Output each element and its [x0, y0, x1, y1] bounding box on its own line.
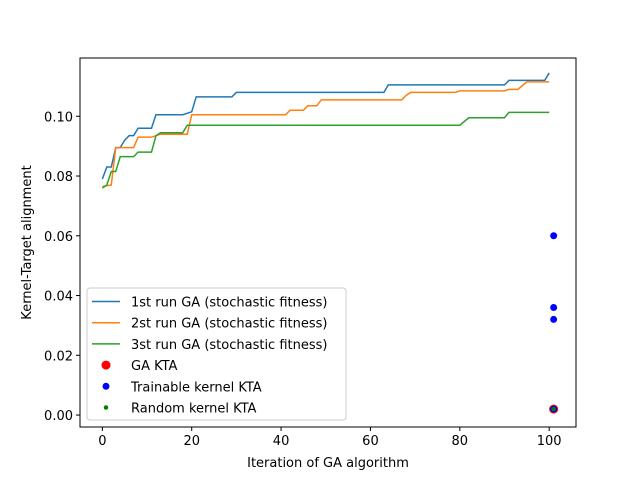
legend-label: 2st run GA (stochastic fitness) [131, 317, 327, 332]
x-tick-label: 20 [183, 434, 200, 449]
legend-label: Random kernel KTA [131, 402, 257, 417]
y-axis-label: Kernel-Target alignment [20, 165, 35, 319]
x-tick-label: 80 [452, 434, 469, 449]
x-tick-label: 60 [362, 434, 379, 449]
legend-label: 3st run GA (stochastic fitness) [131, 338, 327, 353]
y-tick-label: 0.10 [44, 110, 73, 125]
x-axis-ticks: 0 20 40 60 80 100 [98, 427, 562, 449]
y-tick-label: 0.08 [44, 170, 73, 185]
y-tick-label: 0.02 [44, 349, 73, 364]
legend-label: Trainable kernel KTA [130, 380, 262, 395]
series-line-3 [101, 111, 550, 189]
y-tick-label: 0.00 [44, 409, 73, 424]
x-tick-label: 40 [273, 434, 290, 449]
legend-marker-swatch [101, 360, 111, 370]
legend-box [86, 287, 347, 421]
series-line-2 [102, 81, 550, 188]
plot-area [101, 72, 559, 414]
legend-marker-swatch [103, 405, 109, 410]
scatter-point-2-3 [550, 315, 558, 323]
y-tick-label: 0.06 [44, 230, 73, 245]
y-axis-ticks: 0.00 0.02 0.04 0.06 0.08 0.10 [44, 110, 80, 424]
legend-marker-swatch [102, 382, 110, 390]
legend-label: 1st run GA (stochastic fitness) [131, 296, 327, 311]
scatter-point-3-1 [551, 406, 556, 412]
x-tick-label: 0 [98, 434, 106, 449]
scatter-point-2-1 [550, 232, 558, 240]
axes-frame [79, 57, 577, 428]
x-axis-label: Iteration of GA algorithm [247, 456, 409, 471]
y-tick-label: 0.04 [44, 290, 73, 305]
x-tick-label: 100 [537, 434, 562, 449]
legend-label: GA KTA [131, 359, 178, 374]
legend: 1st run GA (stochastic fitness) 2st run G… [86, 287, 347, 421]
scatter-point-2-2 [550, 303, 558, 311]
